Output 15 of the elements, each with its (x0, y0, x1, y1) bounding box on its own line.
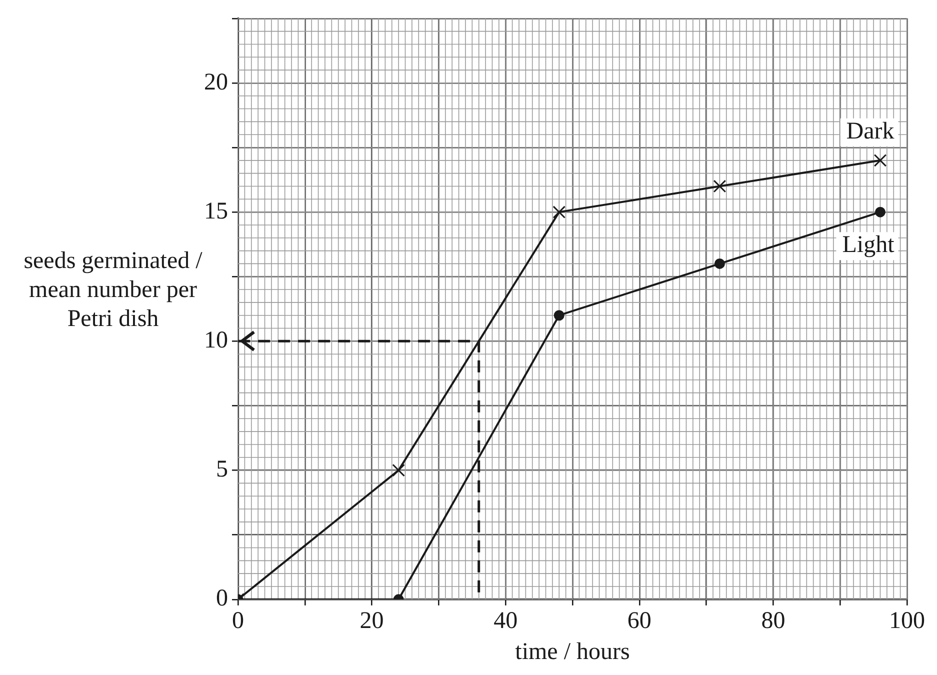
series-label: Light (842, 232, 895, 258)
x-tick-label: 40 (494, 608, 518, 634)
x-axis-title: time / hours (515, 638, 630, 665)
x-tick-label: 0 (232, 608, 244, 634)
series-label: Dark (846, 118, 894, 144)
y-tick-label: 10 (204, 327, 228, 354)
y-axis-title: seeds germinated / mean number per Petri dish (24, 248, 202, 332)
y-tick-label: 5 (216, 456, 228, 483)
y-tick-label: 0 (216, 586, 228, 612)
x-tick-label: 80 (761, 608, 786, 634)
x-tick-label: 100 (889, 608, 925, 634)
y-tick-label: 15 (204, 198, 228, 224)
x-tick-label: 20 (360, 608, 384, 634)
y-tick-label: 20 (204, 69, 228, 96)
x-tick-label: 60 (627, 608, 652, 634)
